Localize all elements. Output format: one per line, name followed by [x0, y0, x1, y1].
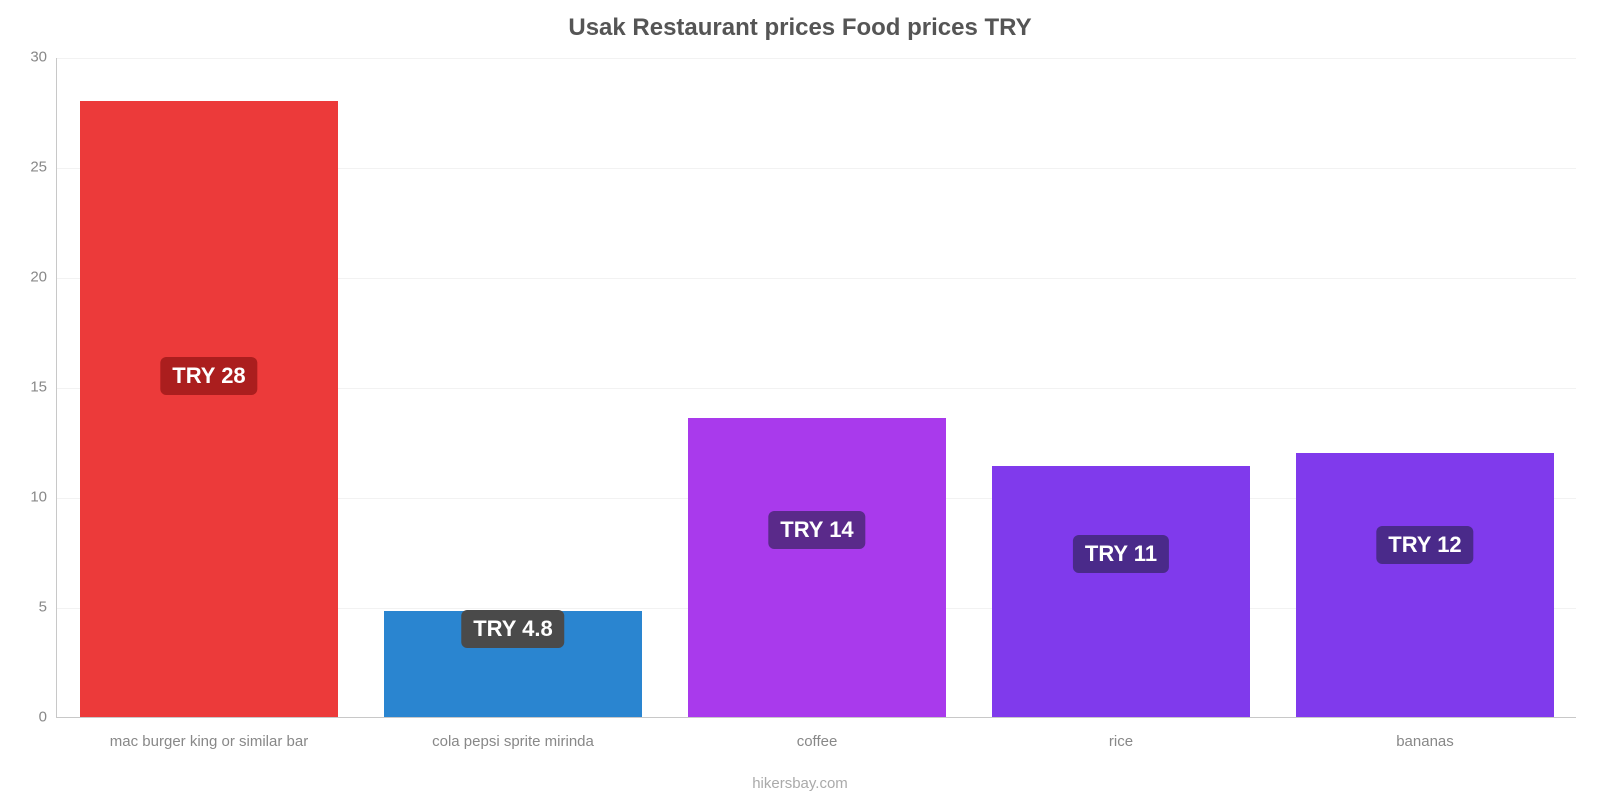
y-tick-label: 0: [39, 709, 47, 726]
bar-value-label: TRY 28: [160, 357, 257, 395]
y-tick-label: 15: [30, 379, 47, 396]
bar-slot: TRY 14: [688, 57, 946, 717]
plot-area: 051015202530TRY 28mac burger king or sim…: [56, 58, 1576, 718]
y-tick-label: 20: [30, 269, 47, 286]
x-category-label: coffee: [797, 733, 838, 750]
bar: [1296, 453, 1554, 717]
bar-slot: TRY 12: [1296, 57, 1554, 717]
bar-value-label: TRY 4.8: [461, 610, 564, 648]
y-tick-label: 10: [30, 489, 47, 506]
bar-slot: TRY 4.8: [384, 57, 642, 717]
bar-value-label: TRY 12: [1376, 526, 1473, 564]
x-category-label: cola pepsi sprite mirinda: [432, 733, 594, 750]
bar-value-label: TRY 11: [1073, 535, 1169, 573]
credit-text: hikersbay.com: [0, 775, 1600, 792]
bar: [992, 466, 1250, 717]
price-chart: Usak Restaurant prices Food prices TRY 0…: [0, 0, 1600, 800]
bar: [80, 101, 338, 717]
x-category-label: mac burger king or similar bar: [110, 733, 308, 750]
bar-slot: TRY 11: [992, 57, 1250, 717]
bar-slot: TRY 28: [80, 57, 338, 717]
y-tick-label: 5: [39, 599, 47, 616]
x-category-label: bananas: [1396, 733, 1454, 750]
bar: [688, 418, 946, 717]
chart-title: Usak Restaurant prices Food prices TRY: [0, 14, 1600, 42]
y-tick-label: 30: [30, 49, 47, 66]
bar-value-label: TRY 14: [768, 511, 865, 549]
x-category-label: rice: [1109, 733, 1133, 750]
y-tick-label: 25: [30, 159, 47, 176]
